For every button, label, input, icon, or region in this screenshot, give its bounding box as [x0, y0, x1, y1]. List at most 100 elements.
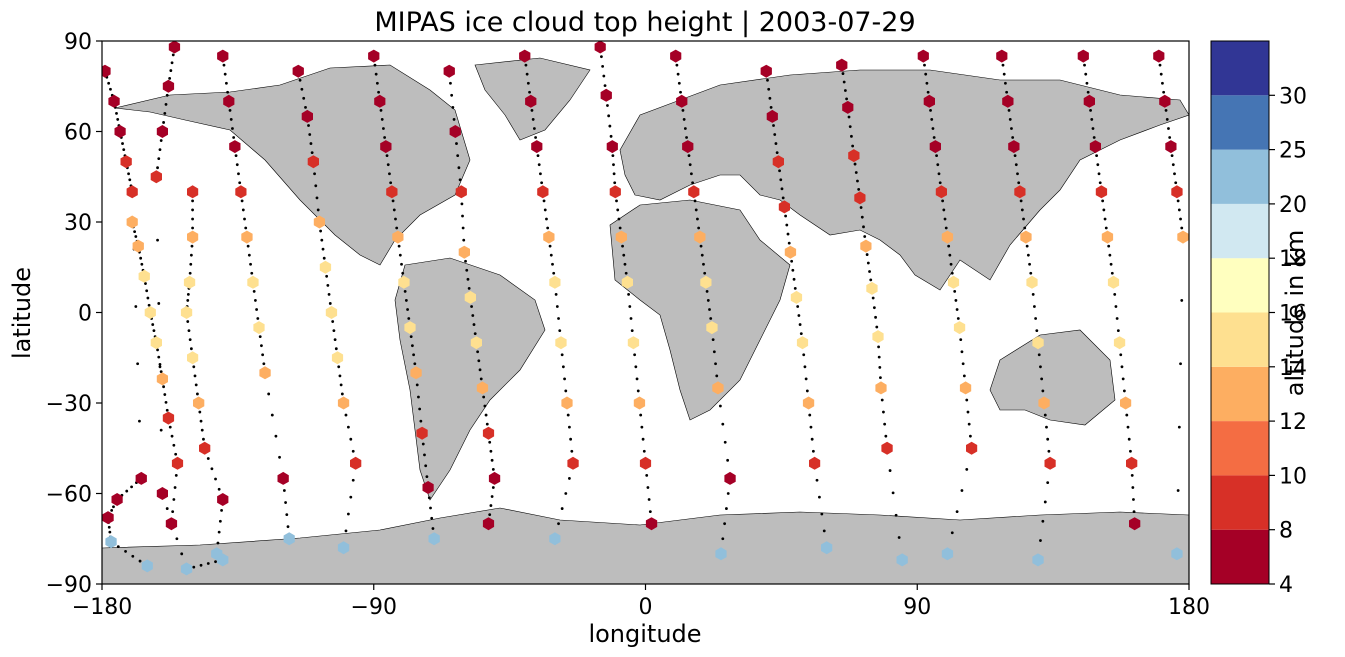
track-dot — [853, 162, 857, 166]
track-dot — [256, 317, 260, 320]
track-dot — [490, 458, 494, 462]
cloud-top-marker — [253, 321, 265, 335]
track-dot — [779, 178, 783, 182]
track-dot — [406, 308, 409, 311]
track-dot — [554, 293, 558, 296]
track-dot — [955, 510, 959, 513]
track-dot — [397, 244, 401, 248]
cloud-top-marker — [860, 239, 872, 253]
track-dot — [947, 244, 951, 248]
track-dot — [458, 178, 462, 182]
cloud-top-marker — [854, 191, 866, 205]
x-tick-label: 0 — [639, 595, 653, 620]
track-dot — [307, 124, 310, 127]
track-dot — [250, 271, 254, 275]
track-dot — [1013, 154, 1017, 158]
cloud-top-marker — [455, 185, 467, 199]
track-dot — [796, 305, 800, 308]
track-dot — [942, 208, 946, 212]
track-dot — [210, 467, 214, 471]
track-dot — [456, 154, 460, 158]
colorbar-tick-label: 25 — [1279, 139, 1307, 164]
track-dot — [925, 81, 929, 85]
track-dot — [229, 118, 233, 121]
track-dot — [555, 305, 559, 308]
track-dot — [286, 525, 290, 529]
cloud-top-marker — [138, 269, 150, 283]
track-dot — [455, 142, 458, 145]
track-dot — [1045, 425, 1048, 429]
track-dot — [696, 217, 699, 221]
track-dot — [778, 169, 781, 173]
track-dot — [639, 413, 643, 417]
track-dot — [943, 217, 947, 221]
track-dot — [407, 317, 411, 320]
track-dot — [298, 78, 302, 82]
track-dot — [232, 136, 236, 139]
track-dot — [214, 477, 217, 481]
cloud-top-marker — [404, 321, 416, 335]
track-dot — [862, 225, 865, 229]
track-dot — [866, 261, 870, 265]
track-dot — [960, 489, 964, 492]
track-dot — [937, 172, 941, 176]
cloud-top-marker — [1089, 140, 1101, 154]
cloud-top-marker — [1020, 230, 1032, 244]
cloud-top-marker — [896, 553, 908, 567]
cloud-top-marker — [307, 155, 319, 169]
cloud-top-marker — [443, 64, 455, 78]
track-dot — [462, 238, 466, 242]
track-dot — [623, 262, 627, 266]
track-dot — [683, 127, 687, 130]
track-dot — [769, 105, 773, 109]
cloud-top-marker — [682, 140, 694, 154]
track-dot — [457, 166, 461, 170]
cloud-top-marker — [881, 441, 893, 455]
track-dot — [570, 449, 574, 453]
track-dot — [950, 271, 954, 275]
track-dot — [191, 208, 194, 212]
track-dot — [803, 365, 807, 369]
track-dot — [820, 512, 824, 516]
track-dot — [327, 293, 331, 296]
track-dot — [1173, 172, 1176, 176]
track-dot — [793, 286, 797, 290]
track-dot — [1010, 127, 1013, 130]
track-dot — [962, 374, 966, 378]
track-dot — [1043, 413, 1047, 417]
track-dot — [309, 142, 313, 145]
track-dot — [116, 545, 120, 548]
track-dot — [1158, 63, 1162, 67]
track-dot — [147, 303, 151, 307]
track-dot — [543, 208, 547, 212]
cloud-top-marker — [156, 125, 168, 138]
track-dot — [191, 226, 194, 230]
colorbar-segment — [1211, 475, 1269, 530]
track-dot — [818, 495, 821, 499]
track-dot — [473, 332, 477, 336]
track-dot — [130, 485, 133, 489]
track-dot — [217, 530, 221, 534]
cloud-top-marker — [947, 275, 960, 289]
track-dot — [557, 522, 560, 526]
track-dot — [641, 437, 645, 441]
track-dot — [1119, 353, 1123, 357]
track-dot — [377, 90, 380, 94]
track-dot — [1089, 108, 1092, 112]
track-dot — [1110, 271, 1114, 275]
cloud-top-marker — [872, 330, 884, 344]
track-dot — [561, 365, 565, 369]
track-dot — [214, 560, 217, 564]
track-dot — [841, 72, 845, 75]
y-tick-label: 30 — [64, 211, 92, 236]
track-dot — [278, 455, 281, 459]
track-dot — [955, 308, 959, 311]
track-dot — [723, 440, 727, 444]
track-dot — [879, 376, 882, 380]
track-dot — [344, 413, 348, 417]
track-dot — [1046, 437, 1050, 441]
track-dot — [186, 320, 190, 323]
track-dot — [1034, 317, 1038, 320]
track-dot — [351, 478, 355, 482]
track-dot — [935, 154, 938, 158]
